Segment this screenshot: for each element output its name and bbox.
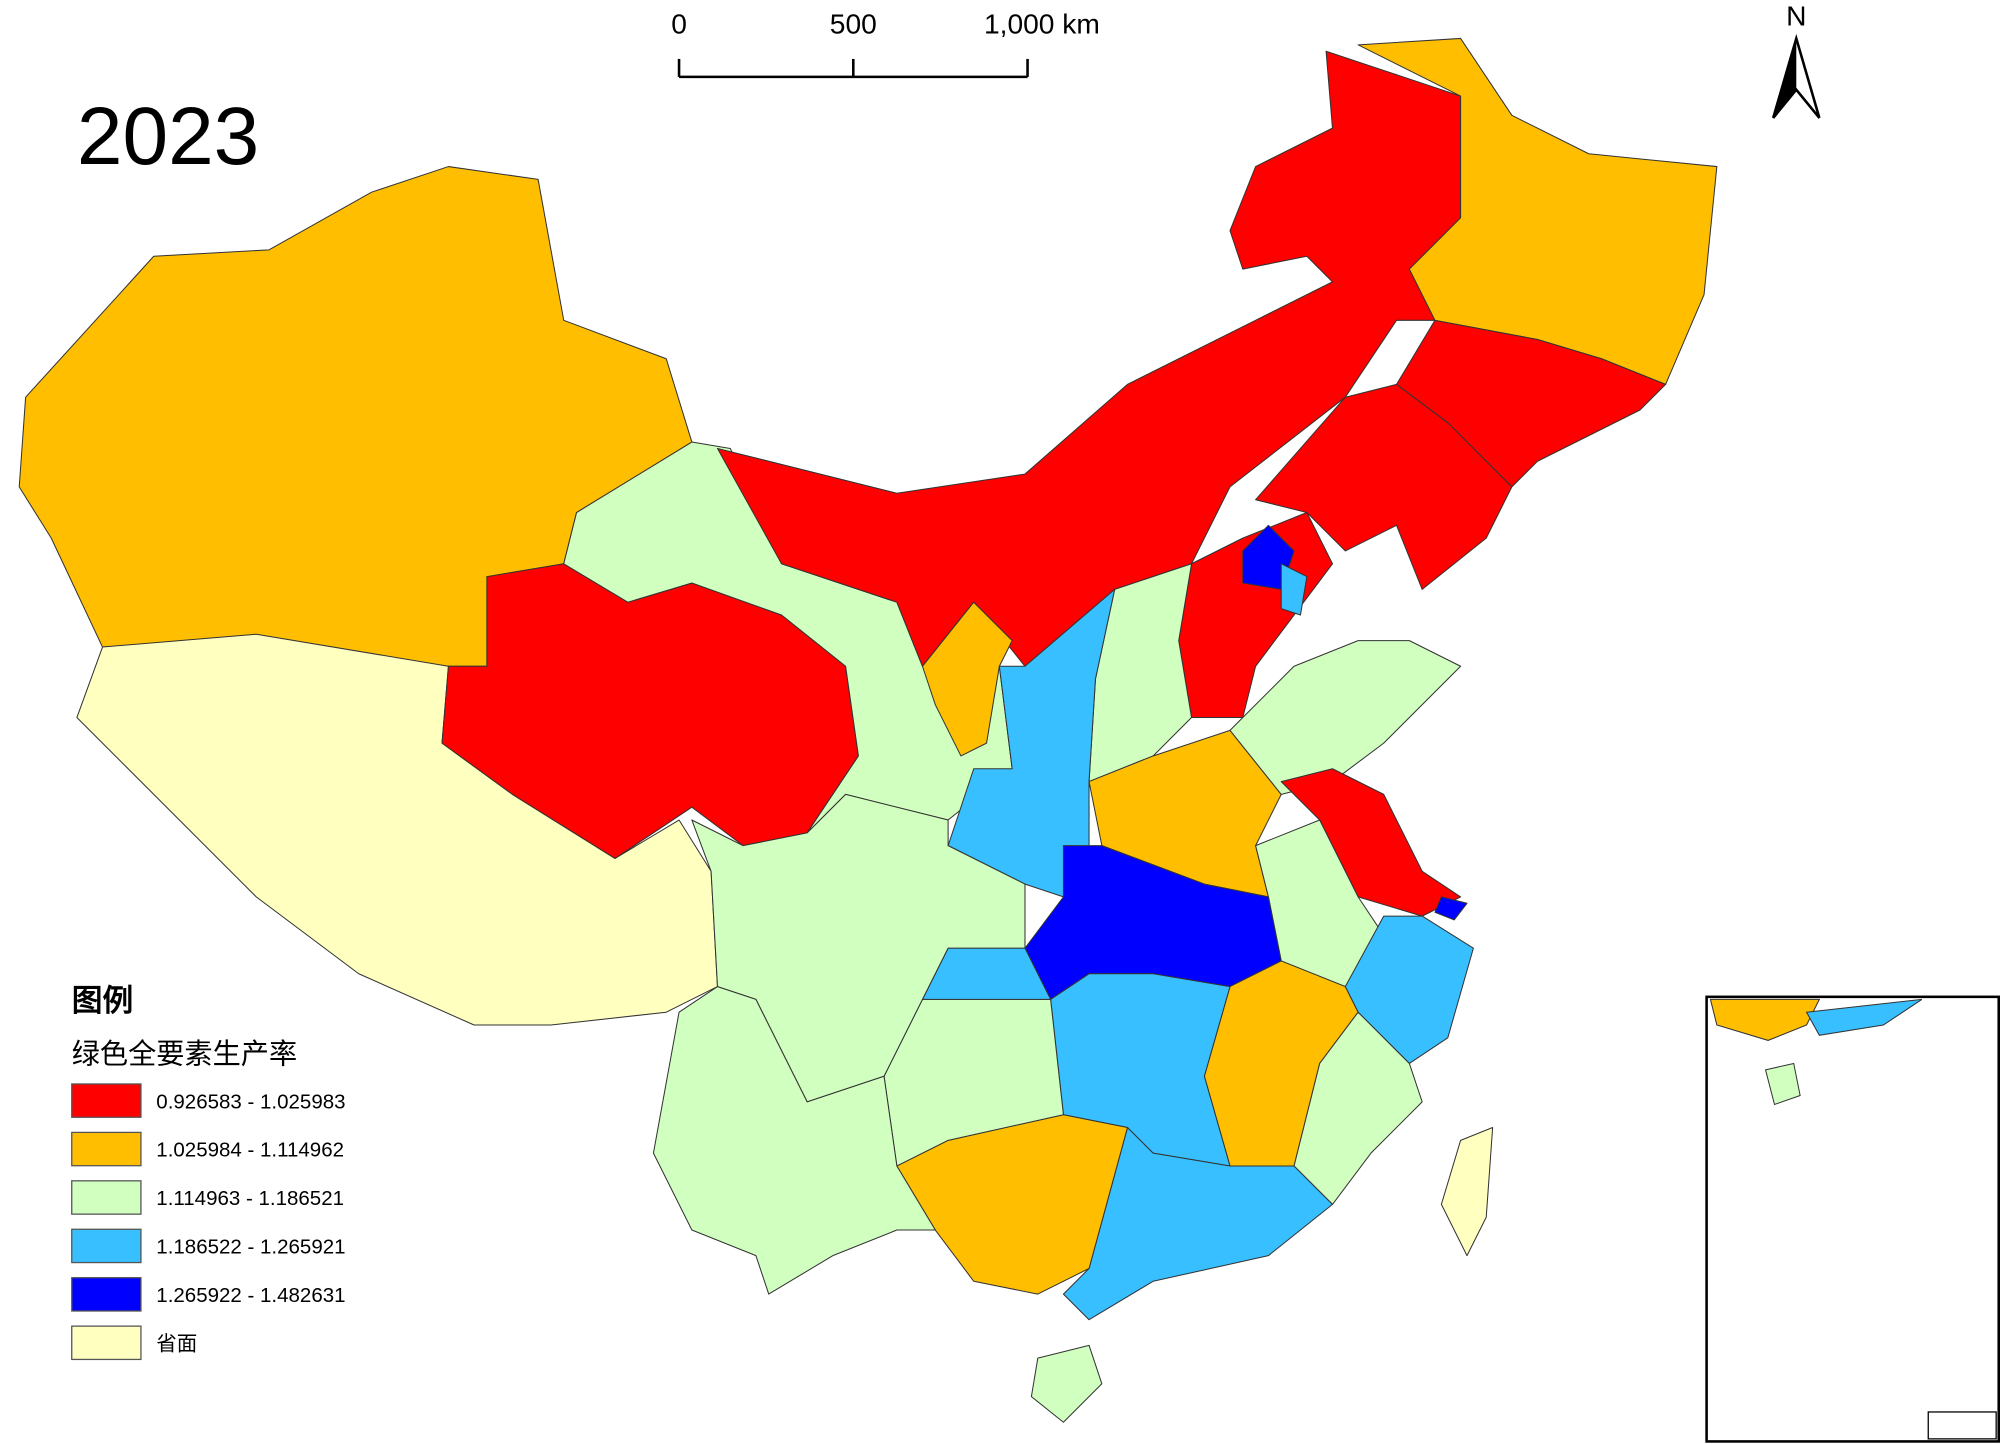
region <box>1062 1127 1333 1321</box>
region <box>1434 896 1468 921</box>
legend-label: 1.186522 - 1.265921 <box>156 1236 345 1259</box>
legend-label: 1.265922 - 1.482631 <box>156 1284 345 1307</box>
region <box>1280 563 1308 616</box>
legend-label: 1.025984 - 1.114962 <box>156 1139 344 1162</box>
inset-frame <box>1705 995 2000 1443</box>
inset-region <box>1764 1062 1801 1106</box>
legend-label: 省面 <box>156 1332 197 1355</box>
inset-map <box>1705 995 2000 1443</box>
legend-label: 0.926583 - 1.025983 <box>156 1090 345 1113</box>
north-arrow: N <box>1771 0 1821 119</box>
inset-region <box>1709 998 1821 1041</box>
scale-bar: 0 500 1,000 km <box>671 7 1100 79</box>
legend-title: 图例 <box>72 983 134 1018</box>
scale-label: 1,000 km <box>984 7 1100 39</box>
region <box>1030 1344 1103 1423</box>
region <box>652 986 936 1295</box>
scale-label: 500 <box>830 7 877 39</box>
legend-swatch <box>71 1083 142 1118</box>
inset-corner <box>1927 1411 1997 1440</box>
region <box>1229 640 1462 795</box>
region <box>1255 383 1513 590</box>
legend-swatch <box>71 1180 142 1215</box>
north-label: N <box>1786 0 1806 32</box>
scale-label: 0 <box>671 7 687 39</box>
legend-swatch <box>71 1277 142 1312</box>
legend: 图例 绿色全要素生产率 0.926583 - 1.025983 1.025984 … <box>71 983 346 1361</box>
region <box>1440 1127 1494 1257</box>
year-title: 2023 <box>77 91 259 182</box>
legend-label: 1.114963 - 1.186521 <box>156 1187 344 1210</box>
legend-swatch <box>71 1131 142 1167</box>
legend-swatch <box>71 1325 142 1361</box>
region <box>921 601 1013 757</box>
legend-swatch <box>71 1228 142 1264</box>
provinces <box>18 37 1718 1423</box>
legend-subtitle: 绿色全要素生产率 <box>72 1037 297 1069</box>
inset-region <box>1805 998 1923 1036</box>
